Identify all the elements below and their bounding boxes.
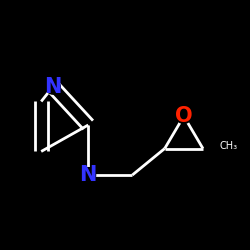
Text: N: N bbox=[44, 77, 62, 97]
Text: CH₃: CH₃ bbox=[219, 140, 237, 150]
Circle shape bbox=[81, 168, 96, 182]
Circle shape bbox=[46, 80, 60, 94]
Text: N: N bbox=[80, 165, 97, 185]
Circle shape bbox=[176, 109, 191, 124]
Text: O: O bbox=[175, 106, 193, 126]
